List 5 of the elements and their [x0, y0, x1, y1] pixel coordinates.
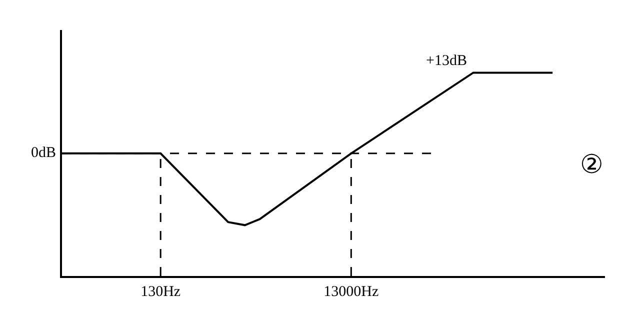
- annotation: ②: [580, 150, 604, 180]
- x-tick-label: 130Hz: [140, 284, 181, 300]
- annotation: +13dB: [426, 53, 467, 69]
- x-tick-label: 13000Hz: [324, 284, 379, 300]
- annotation: 0dB: [31, 145, 56, 161]
